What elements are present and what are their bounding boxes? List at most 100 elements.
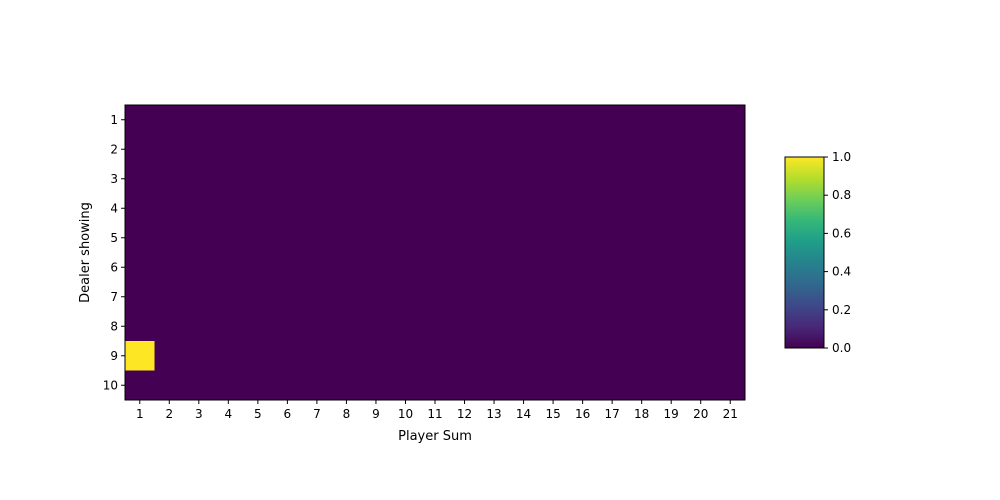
heatmap-cell: [361, 311, 392, 342]
heatmap-cell: [154, 105, 185, 135]
y-tick-label: 4: [110, 201, 118, 215]
heatmap-cell: [567, 370, 598, 401]
heatmap-cell: [272, 341, 303, 371]
heatmap-cell: [184, 252, 215, 283]
y-axis-ticks: 1 2 3 4 5 6 7 8 9 10: [103, 113, 125, 392]
heatmap-cell: [420, 252, 451, 283]
heatmap-cell: [243, 252, 274, 283]
heatmap-cell: [125, 223, 156, 253]
heatmap-cell: [538, 105, 569, 135]
colorbar-gradient: [784, 156, 825, 349]
heatmap-cell: [213, 370, 244, 401]
heatmap-cell: [656, 252, 687, 283]
heatmap-cell: [302, 223, 333, 253]
heatmap-cell: [272, 252, 303, 283]
x-tick-label: 2: [165, 407, 173, 421]
heatmap-cell: [656, 341, 687, 371]
heatmap-cell: [331, 164, 362, 194]
heatmap-cell: [243, 134, 274, 165]
heatmap-cell: [626, 223, 657, 253]
heatmap-cell: [331, 193, 362, 224]
heatmap-cell: [479, 252, 510, 283]
heatmap-cell: [656, 282, 687, 312]
heatmap-cell: [508, 134, 539, 165]
heatmap-cell: [567, 193, 598, 224]
heatmap-cell: [479, 164, 510, 194]
heatmap-cell: [656, 105, 687, 135]
x-tick-label: 17: [605, 407, 620, 421]
heatmap-cell: [685, 105, 716, 135]
heatmap-cell: [597, 311, 628, 342]
heatmap-cell: [626, 252, 657, 283]
heatmap-cell: [331, 105, 362, 135]
heatmap-cell: [361, 370, 392, 401]
heatmap-cell: [626, 193, 657, 224]
x-tick-label: 8: [343, 407, 351, 421]
heatmap-cell: [213, 341, 244, 371]
heatmap-cell: [715, 164, 746, 194]
heatmap-cell: [390, 311, 421, 342]
x-tick-label: 14: [516, 407, 531, 421]
heatmap-cell: [302, 370, 333, 401]
heatmap-cell: [302, 252, 333, 283]
heatmap-cell: [656, 311, 687, 342]
heatmap-cell: [361, 341, 392, 371]
heatmap-cell: [302, 193, 333, 224]
heatmap-cell: [390, 252, 421, 283]
heatmap-cell: [331, 134, 362, 165]
heatmap-cell: [390, 164, 421, 194]
heatmap-cell: [390, 105, 421, 135]
heatmap-cell: [331, 311, 362, 342]
heatmap-cell: [154, 164, 185, 194]
heatmap-cell: [715, 193, 746, 224]
heatmap-cell: [125, 311, 156, 342]
heatmap-cell: [479, 311, 510, 342]
colorbar-tick-label: 0.4: [832, 265, 851, 279]
heatmap-cell: [125, 134, 156, 165]
heatmap-cell: [213, 134, 244, 165]
heatmap-cell: [213, 282, 244, 312]
heatmap-cell: [597, 223, 628, 253]
heatmap-cell: [479, 193, 510, 224]
heatmap-cell: [597, 164, 628, 194]
heatmap-cell: [154, 341, 185, 371]
colorbar-tick-label: 0.8: [832, 188, 851, 202]
y-tick-label: 7: [110, 290, 118, 304]
heatmap-cell: [302, 282, 333, 312]
heatmap-cell: [272, 164, 303, 194]
heatmap-cell: [213, 164, 244, 194]
heatmap-cell: [567, 105, 598, 135]
heatmap-cell: [390, 370, 421, 401]
heatmap-cell: [272, 193, 303, 224]
heatmap-cell: [390, 134, 421, 165]
heatmap-cell: [154, 193, 185, 224]
heatmap-cell: [508, 105, 539, 135]
heatmap-cell: [420, 164, 451, 194]
heatmap-cell: [213, 252, 244, 283]
heatmap-cell: [184, 164, 215, 194]
heatmap-cell: [420, 193, 451, 224]
heatmap-cell: [243, 282, 274, 312]
heatmap-cell: [567, 252, 598, 283]
heatmap-cell: [715, 311, 746, 342]
heatmap-cell: [272, 134, 303, 165]
heatmap-cell: [361, 252, 392, 283]
heatmap-cell: [508, 193, 539, 224]
heatmap-cell: [243, 311, 274, 342]
x-tick-label: 7: [313, 407, 321, 421]
x-axis-ticks: 1 2 3 4 5 6 7 8 9 10 11 12 13 14 15 16 17 18 19 20 21: [136, 400, 738, 421]
heatmap-cell: [567, 164, 598, 194]
heatmap-cell: [597, 134, 628, 165]
heatmap-cell: [538, 311, 569, 342]
heatmap-cell: [302, 311, 333, 342]
heatmap-cell: [420, 370, 451, 401]
heatmap-cell: [715, 134, 746, 165]
x-tick-label: 19: [664, 407, 679, 421]
heatmap-cell: [449, 341, 480, 371]
heatmap-cell: [597, 341, 628, 371]
heatmap-cell: [154, 282, 185, 312]
heatmap-cell: [125, 341, 156, 371]
heatmap-cell: [685, 252, 716, 283]
heatmap-cell: [184, 370, 215, 401]
